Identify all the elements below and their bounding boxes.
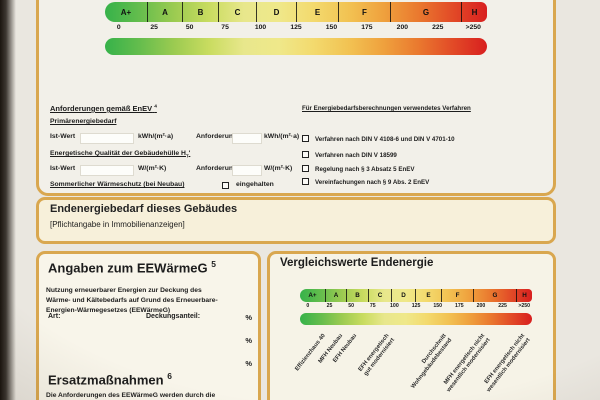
scale-tick: 225: [432, 24, 444, 31]
energy-class-f: F: [339, 2, 391, 22]
energy-class-f: F: [442, 289, 474, 302]
envelope-ist-wert-field[interactable]: [80, 165, 134, 176]
scale-tick: 125: [411, 303, 421, 309]
scale-tick: 150: [325, 24, 338, 31]
scale-tick: >250: [518, 303, 531, 309]
energy-class-h: H: [522, 292, 527, 299]
scale-tick: 125: [290, 24, 302, 31]
scale-tick: 150: [433, 303, 442, 309]
energy-class-scale: A+ A B C D E F G H: [105, 2, 487, 22]
scale-tick: 75: [369, 303, 376, 309]
scale-tick: 175: [454, 303, 464, 309]
method-checkbox[interactable]: [302, 135, 309, 142]
primary-ist-wert-field[interactable]: [80, 133, 134, 144]
primary-unit-label-2: kWh/(m²·a): [264, 133, 300, 140]
deckungsanteil-label: Deckungsanteil:: [146, 313, 201, 320]
energy-class-c: C: [369, 289, 392, 302]
energy-class-c: C: [219, 2, 257, 22]
ist-wert-label: Ist-Wert: [50, 133, 76, 140]
eewaermeg-description: Nutzung erneuerbarer Energien zur Deckun…: [46, 287, 218, 315]
energy-class-d: D: [392, 289, 416, 302]
energy-class-g: G: [391, 2, 462, 22]
percent-label-2: %: [245, 336, 252, 345]
scale-tick: 25: [326, 303, 333, 309]
eewaermeg-title: Angaben zum EEWärmeG 5: [48, 259, 216, 276]
energy-class-a: A: [326, 289, 347, 302]
scale-tick: 100: [254, 24, 267, 31]
method-option-row: Verfahren nach DIN V 18599: [302, 151, 397, 159]
method-option-row: Regelung nach § 3 Absatz 5 EnEV: [302, 165, 414, 173]
scale-tick: 75: [221, 24, 229, 31]
eingehalten-label: eingehalten: [236, 181, 274, 188]
energy-class-aplus: A+: [300, 289, 326, 302]
energy-gradient-bar: [105, 38, 487, 55]
summer-heat-protection-label: Sommerlicher Wärmeschutz (bei Neubau): [50, 181, 185, 188]
scale-tick: >250: [465, 24, 481, 31]
comparison-title: Vergleichswerte Endenergie: [280, 257, 434, 269]
scale-tick: 25: [150, 24, 158, 31]
energy-class-a: A: [148, 2, 183, 22]
energy-class-g: G: [474, 289, 517, 302]
scale-tick: 100: [390, 303, 399, 309]
energy-class-e: E: [297, 2, 339, 22]
art-label: Art:: [48, 313, 61, 320]
energy-class-aplus: A+: [105, 2, 148, 22]
scale-tick: 0: [116, 24, 121, 31]
scale-tick: 200: [396, 24, 409, 31]
envelope-anforderungswert-field[interactable]: [232, 165, 262, 176]
energy-class-b: B: [183, 2, 219, 22]
comparison-class-scale: A+ A B C D E F G H: [300, 289, 532, 302]
scale-tick: 50: [348, 303, 354, 309]
scale-tick: 175: [361, 24, 373, 31]
method-option-row: Verfahren nach DIN V 4108-6 und DIN V 47…: [302, 135, 455, 143]
method-option-label: Regelung nach § 3 Absatz 5 EnEV: [315, 166, 415, 173]
primary-energy-heading: Primärenergiebedarf: [50, 118, 117, 125]
requirements-title: Anforderungen gemäß EnEV 4: [50, 104, 157, 113]
envelope-unit-label-2: W/(m²·K): [264, 165, 293, 172]
scale-tick: 0: [306, 303, 310, 309]
method-option-label: Vereinfachungen nach § 9 Abs. 2 EnEV: [315, 179, 430, 186]
envelope-unit-label: W/(m²·K): [138, 165, 167, 172]
ersatzmassnahmen-text: Die Anforderungen des EEWärmeG werden du…: [46, 392, 216, 399]
method-checkbox[interactable]: [302, 165, 309, 172]
percent-label-3: %: [245, 359, 252, 368]
eingehalten-checkbox[interactable]: [222, 182, 229, 189]
scale-tick: 200: [476, 303, 486, 309]
method-option-label: Verfahren nach DIN V 4108-6 und DIN V 47…: [315, 136, 455, 143]
percent-label-1: %: [245, 313, 252, 322]
ersatzmassnahmen-title: Ersatzmaßnahmen 6: [48, 371, 172, 388]
energy-class-b: B: [347, 289, 369, 302]
energy-class-d: D: [257, 2, 297, 22]
method-option-label: Verfahren nach DIN V 18599: [315, 152, 397, 159]
primary-anforderungswert-field[interactable]: [232, 133, 262, 144]
primary-unit-label: kWh/(m²·a): [138, 133, 174, 140]
scale-tick: 50: [185, 24, 194, 31]
endenergy-banner-subtitle: [Pflichtangabe in Immobilienanzeigen]: [50, 220, 185, 229]
method-checkbox[interactable]: [302, 178, 309, 185]
methods-title: Für Energiebedarfsberechnungen verwendet…: [302, 105, 471, 112]
endenergy-banner-title: Endenergiebedarf dieses Gebäudes: [50, 203, 238, 215]
energy-class-h: H: [471, 7, 478, 17]
comparison-gradient-bar: [300, 313, 532, 325]
method-option-row: Vereinfachungen nach § 9 Abs. 2 EnEV: [302, 178, 429, 186]
energy-class-e: E: [416, 289, 442, 302]
comparison-scale-ticks: 0 25 50 75 100 125 150 175 200 225 >250: [297, 303, 535, 311]
scale-tick: 225: [498, 303, 507, 309]
method-checkbox[interactable]: [302, 151, 309, 158]
ist-wert-label-2: Ist-Wert: [50, 165, 76, 172]
energy-scale-ticks: 0 25 50 75 100 125 150 175 200 225 >250: [101, 24, 491, 35]
envelope-quality-heading: Energetische Qualität der Gebäudehülle H…: [50, 150, 191, 159]
